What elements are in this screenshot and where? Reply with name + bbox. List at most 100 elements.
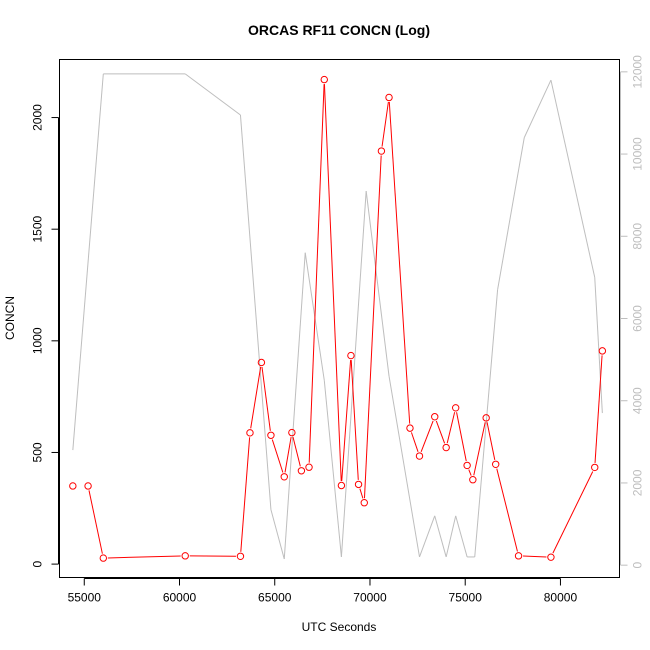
data-point bbox=[442, 443, 450, 452]
data-point bbox=[451, 404, 460, 412]
y2-tick-label: 0 bbox=[631, 562, 645, 569]
x-tick-label: 75000 bbox=[449, 591, 483, 605]
x-tick-label: 60000 bbox=[163, 591, 197, 605]
series-line-segment bbox=[284, 436, 292, 473]
series-line-segment bbox=[552, 471, 594, 554]
x-tick-label: 55000 bbox=[68, 591, 102, 605]
y2-tick-label: 12000 bbox=[631, 55, 645, 89]
y2-tick-label: 8000 bbox=[631, 223, 645, 250]
y-axis-label: CONCN bbox=[3, 296, 17, 340]
data-point bbox=[598, 347, 607, 355]
x-tick-label: 70000 bbox=[353, 591, 387, 605]
y-tick-label: 2000 bbox=[31, 104, 45, 131]
series-line-segment bbox=[292, 436, 301, 467]
series-line-segment bbox=[365, 190, 390, 377]
y-axis-right: 0 2000 4000 6000 8000 10000 12000 bbox=[620, 55, 645, 569]
data-point bbox=[297, 467, 306, 475]
series-line-segment bbox=[594, 355, 603, 463]
series-line-segment bbox=[323, 380, 342, 557]
y-axis-left: 0 500 1000 1500 2000 bbox=[31, 104, 59, 567]
data-point bbox=[280, 473, 288, 481]
y-tick-label: 0 bbox=[31, 560, 45, 567]
series-line-segment bbox=[88, 490, 103, 554]
series-line-segment bbox=[381, 101, 389, 147]
data-point bbox=[354, 480, 363, 489]
data-point bbox=[267, 431, 275, 439]
x-axis: 55000 60000 65000 70000 75000 80000 bbox=[68, 578, 578, 605]
series-line-segment bbox=[261, 366, 271, 431]
x-axis-label: UTC Seconds bbox=[302, 620, 377, 634]
data-point bbox=[491, 460, 500, 468]
series-line-segment bbox=[420, 420, 434, 453]
series-line-segment bbox=[72, 73, 104, 451]
chart-title: ORCAS RF11 CONCN (Log) bbox=[248, 22, 430, 38]
data-point bbox=[337, 481, 346, 490]
data-point bbox=[514, 552, 523, 560]
series-line-segment bbox=[107, 555, 181, 559]
series-line-segment bbox=[446, 412, 456, 444]
series-line-segment bbox=[341, 360, 352, 482]
y2-tick-label: 2000 bbox=[631, 469, 645, 496]
series-line-segment bbox=[388, 375, 420, 558]
series-line-segment bbox=[474, 289, 499, 557]
x-tick-label: 80000 bbox=[544, 591, 578, 605]
data-point bbox=[360, 499, 368, 507]
series-line-segment bbox=[323, 84, 342, 482]
series-line-segment bbox=[239, 114, 272, 510]
series-line-segment bbox=[455, 515, 468, 558]
series-line-segment bbox=[486, 422, 496, 460]
series-line-segment bbox=[363, 155, 382, 499]
series-line-segment bbox=[283, 252, 306, 560]
series-line-segment bbox=[523, 555, 547, 558]
data-point bbox=[84, 482, 92, 490]
plot-frame bbox=[59, 59, 620, 578]
data-point bbox=[482, 414, 490, 422]
series-line-segment bbox=[410, 432, 419, 452]
series-line-segment bbox=[250, 366, 262, 429]
series-line-segment bbox=[473, 422, 486, 476]
data-point bbox=[547, 553, 555, 561]
data-point bbox=[591, 463, 599, 472]
series-line-segment bbox=[496, 468, 518, 552]
data-point bbox=[305, 463, 313, 471]
series-line-segment bbox=[270, 509, 285, 560]
series-line-segment bbox=[271, 439, 284, 473]
data-point bbox=[385, 93, 393, 102]
data-point bbox=[377, 147, 386, 155]
data-point bbox=[181, 552, 189, 560]
y-tick-label: 1000 bbox=[31, 327, 45, 354]
series-line-segment bbox=[240, 437, 251, 552]
y2-tick-label: 4000 bbox=[631, 387, 645, 414]
series-line-segment bbox=[550, 79, 596, 278]
data-point bbox=[463, 461, 471, 470]
series-line-segment bbox=[468, 469, 472, 476]
series-line-segment bbox=[419, 515, 436, 558]
series-line-segment bbox=[497, 137, 525, 290]
series-line-segment bbox=[308, 84, 325, 463]
data-point bbox=[347, 351, 355, 360]
data-point bbox=[246, 429, 254, 437]
data-point bbox=[236, 552, 245, 560]
series-line-segment bbox=[184, 73, 241, 116]
series-line-segment bbox=[350, 360, 359, 480]
y2-tick-label: 6000 bbox=[631, 305, 645, 332]
data-point bbox=[431, 413, 439, 421]
data-point bbox=[257, 358, 266, 367]
series-line-segment bbox=[388, 101, 411, 424]
y2-tick-label: 10000 bbox=[631, 137, 645, 171]
data-point bbox=[288, 428, 296, 437]
series-line-segment bbox=[445, 515, 457, 558]
data-point bbox=[69, 482, 77, 490]
data-point bbox=[99, 554, 108, 562]
y-tick-label: 1500 bbox=[31, 216, 45, 243]
data-point bbox=[415, 452, 424, 460]
series-line-segment bbox=[359, 488, 364, 499]
data-point bbox=[320, 75, 328, 84]
data-point bbox=[469, 476, 477, 484]
series-line-segment bbox=[523, 79, 552, 138]
x-tick-label: 65000 bbox=[258, 591, 292, 605]
series-layer bbox=[69, 73, 607, 562]
series-line-segment bbox=[594, 277, 603, 414]
y-tick-label: 500 bbox=[31, 442, 45, 462]
